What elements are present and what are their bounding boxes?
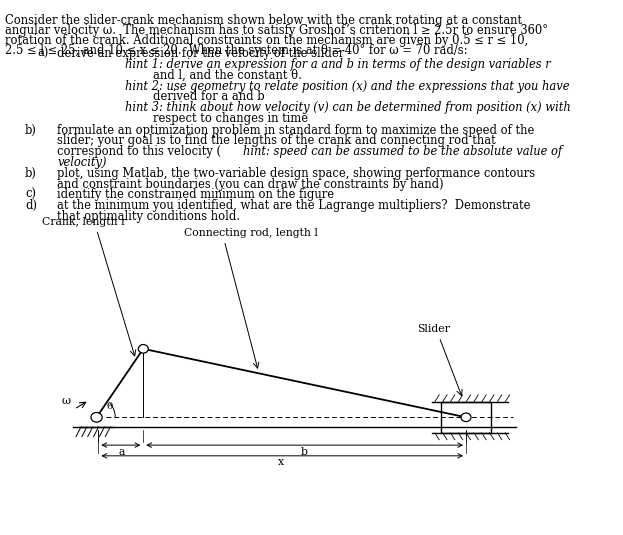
Text: b): b) (25, 167, 37, 180)
Text: hint 1: derive an expression for a and b in terms of the design variables r: hint 1: derive an expression for a and b… (125, 58, 550, 71)
Text: slider; your goal is to find the lengths of the crank and connecting rod that: slider; your goal is to find the lengths… (57, 134, 496, 147)
Text: and l, and the constant θ.: and l, and the constant θ. (153, 69, 302, 82)
Text: derive an expression for the velocity of the slider: derive an expression for the velocity of… (57, 47, 345, 60)
Circle shape (91, 412, 102, 422)
Text: correspond to this velocity (: correspond to this velocity ( (57, 145, 221, 158)
Text: and constraint boundaries (you can draw the constraints by hand): and constraint boundaries (you can draw … (57, 178, 444, 190)
Text: d): d) (25, 199, 37, 212)
Text: Connecting rod, length l: Connecting rod, length l (184, 228, 318, 238)
Text: that optimality conditions hold.: that optimality conditions hold. (57, 210, 240, 223)
Text: hint 3: think about how velocity (v) can be determined from position (x) with: hint 3: think about how velocity (v) can… (125, 101, 570, 114)
Text: hint 2: use geometry to relate position (x) and the expressions that you have: hint 2: use geometry to relate position … (125, 80, 569, 93)
Text: Crank, length r: Crank, length r (42, 217, 126, 227)
Text: rotation of the crank. Additional constraints on the mechanism are given by 0.5 : rotation of the crank. Additional constr… (5, 34, 528, 47)
Text: a): a) (37, 47, 49, 60)
Text: θ: θ (107, 402, 113, 411)
Text: formulate an optimization problem in standard form to maximize the speed of the: formulate an optimization problem in sta… (57, 124, 535, 136)
Bar (441, 402, 491, 433)
Circle shape (138, 345, 148, 353)
Text: x: x (278, 457, 284, 468)
Text: angular velocity ω.  The mechanism has to satisfy Groshof’s criterion l ≥ 2.5r t: angular velocity ω. The mechanism has to… (5, 24, 548, 37)
Text: c): c) (25, 188, 36, 201)
Circle shape (461, 413, 471, 422)
Text: b: b (301, 447, 308, 457)
Text: 2.5 ≤ l ≤ 25, and 10 ≤ x ≤ 20.  When the system is at θ = 40° for ω = 70 rad/s:: 2.5 ≤ l ≤ 25, and 10 ≤ x ≤ 20. When the … (5, 44, 467, 57)
Text: hint: speed can be assumed to be the absolute value of: hint: speed can be assumed to be the abs… (243, 145, 562, 158)
Text: identify the constrained minimum on the figure: identify the constrained minimum on the … (57, 188, 335, 201)
Text: at the minimum you identified, what are the Lagrange multipliers?  Demonstrate: at the minimum you identified, what are … (57, 199, 531, 212)
Text: respect to changes in time: respect to changes in time (153, 112, 308, 125)
Text: a: a (118, 447, 125, 457)
Text: Consider the slider-crank mechanism shown below with the crank rotating at a con: Consider the slider-crank mechanism show… (5, 14, 522, 27)
Text: plot, using Matlab, the two-variable design space, showing performance contours: plot, using Matlab, the two-variable des… (57, 167, 535, 180)
Text: velocity): velocity) (57, 156, 107, 169)
Text: derived for a and b: derived for a and b (153, 90, 264, 103)
Text: ω: ω (61, 396, 70, 406)
Text: Slider: Slider (417, 324, 450, 334)
Text: b): b) (25, 124, 37, 136)
